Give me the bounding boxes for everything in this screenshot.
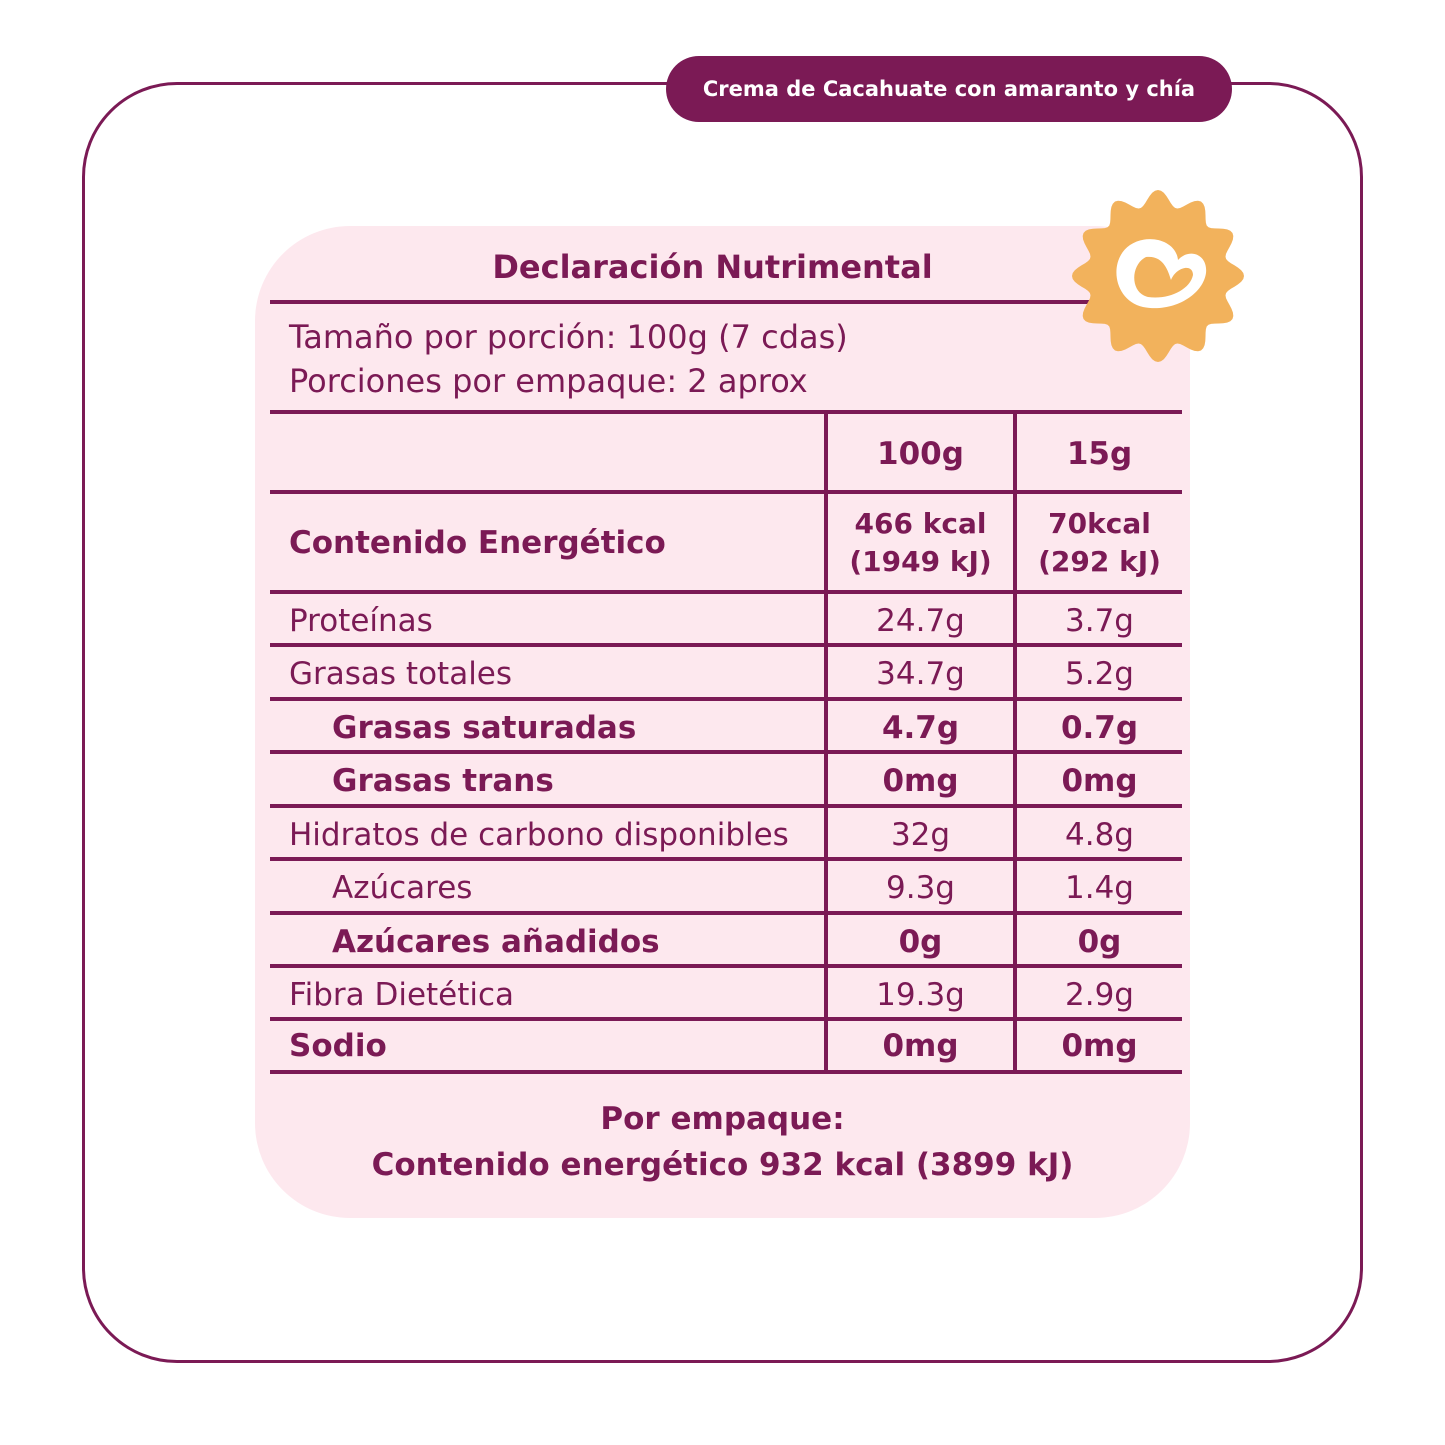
table-row: Proteínas 24.7g 3.7g xyxy=(270,590,1182,647)
nutrient-label: Hidratos de carbono disponibles xyxy=(289,816,789,853)
product-tag: Crema de Cacahuate con amaranto y chía xyxy=(666,56,1232,122)
footer-line-2: Contenido energético 932 kcal (3899 kJ) xyxy=(371,1147,1074,1183)
value-15g: 3.7g xyxy=(1013,594,1182,647)
table-row: Hidratos de carbono disponibles 32g 4.8g xyxy=(270,804,1182,861)
table-row: Sodio 0mg 0mg xyxy=(270,1017,1182,1074)
header-100g: 100g xyxy=(824,414,1013,494)
energy-kcal: 466 kcal xyxy=(854,507,987,540)
header-15g: 15g xyxy=(1013,414,1182,494)
table-row: Fibra Dietética 19.3g 2.9g xyxy=(270,964,1182,1021)
nutrient-label: Azúcares xyxy=(332,870,473,906)
table-row: Grasas saturadas 4.7g 0.7g xyxy=(270,697,1182,754)
value-100g: 24.7g xyxy=(824,594,1013,647)
footer-line-1: Por empaque: xyxy=(600,1101,845,1137)
value-15g: 4.8g xyxy=(1013,808,1182,861)
value-100g: 32g xyxy=(824,808,1013,861)
value-15g: 1.4g xyxy=(1013,861,1182,915)
nutrient-label: Fibra Dietética xyxy=(289,976,515,1013)
value-15g: 5.2g xyxy=(1013,647,1182,701)
value-100g: 0mg xyxy=(824,1021,1013,1070)
table-row: Grasas totales 34.7g 5.2g xyxy=(270,643,1182,701)
energy-kj: (1949 kJ) xyxy=(849,545,992,578)
value-15g: 0.7g xyxy=(1013,701,1182,754)
label-title: Declaración Nutrimental xyxy=(492,248,933,286)
energy-label: Contenido Energético xyxy=(289,525,666,561)
value-100g: 4.7g xyxy=(824,701,1013,754)
heart-badge-icon xyxy=(1072,190,1244,362)
package-energy: Por empaque: Contenido energético 932 kc… xyxy=(270,1096,1175,1188)
nutrient-label: Azúcares añadidos xyxy=(332,923,660,960)
title-divider xyxy=(270,300,1090,304)
nutrient-label: Grasas trans xyxy=(332,763,554,799)
energy-kcal: 70kcal xyxy=(1048,507,1151,540)
nutrient-label: Sodio xyxy=(289,1027,387,1064)
table-header-row: 100g 15g xyxy=(270,410,1182,494)
serving-size: Tamaño por porción: 100g (7 cdas) xyxy=(289,318,848,356)
value-100g: 0g xyxy=(824,915,1013,968)
nutrient-label: Grasas totales xyxy=(289,656,513,692)
nutrition-panel xyxy=(255,226,1190,1218)
table-row: Azúcares 9.3g 1.4g xyxy=(270,857,1182,915)
value-15g: 2.9g xyxy=(1013,968,1182,1021)
value-100g: 34.7g xyxy=(824,647,1013,701)
energy-100g: 466 kcal (1949 kJ) xyxy=(824,494,1013,592)
nutrient-label: Proteínas xyxy=(289,602,433,639)
value-15g: 0mg xyxy=(1013,754,1182,808)
servings-per-package: Porciones por empaque: 2 aprox xyxy=(289,362,808,400)
energy-15g: 70kcal (292 kJ) xyxy=(1013,494,1182,592)
nutrient-label: Grasas saturadas xyxy=(332,709,637,746)
energy-row: Contenido Energético 466 kcal (1949 kJ) 7… xyxy=(270,490,1182,592)
value-100g: 0mg xyxy=(824,754,1013,808)
value-100g: 19.3g xyxy=(824,968,1013,1021)
table-row: Grasas trans 0mg 0mg xyxy=(270,750,1182,808)
value-15g: 0mg xyxy=(1013,1021,1182,1070)
energy-kj: (292 kJ) xyxy=(1038,545,1161,578)
value-100g: 9.3g xyxy=(824,861,1013,915)
table-row: Azúcares añadidos 0g 0g xyxy=(270,911,1182,968)
header-label xyxy=(270,414,824,494)
value-15g: 0g xyxy=(1013,915,1182,968)
